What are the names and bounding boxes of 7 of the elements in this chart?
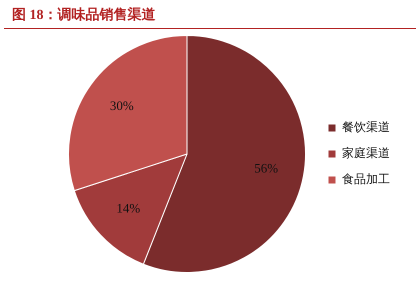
- legend-label: 食品加工: [342, 172, 390, 186]
- legend-label: 家庭渠道: [342, 146, 390, 160]
- data-label: 56%: [254, 160, 278, 176]
- legend-label: 餐饮渠道: [342, 120, 390, 134]
- data-label: 30%: [110, 98, 134, 114]
- data-label: 14%: [116, 200, 140, 216]
- chart-title: 图 18：调味品销售渠道: [4, 0, 416, 29]
